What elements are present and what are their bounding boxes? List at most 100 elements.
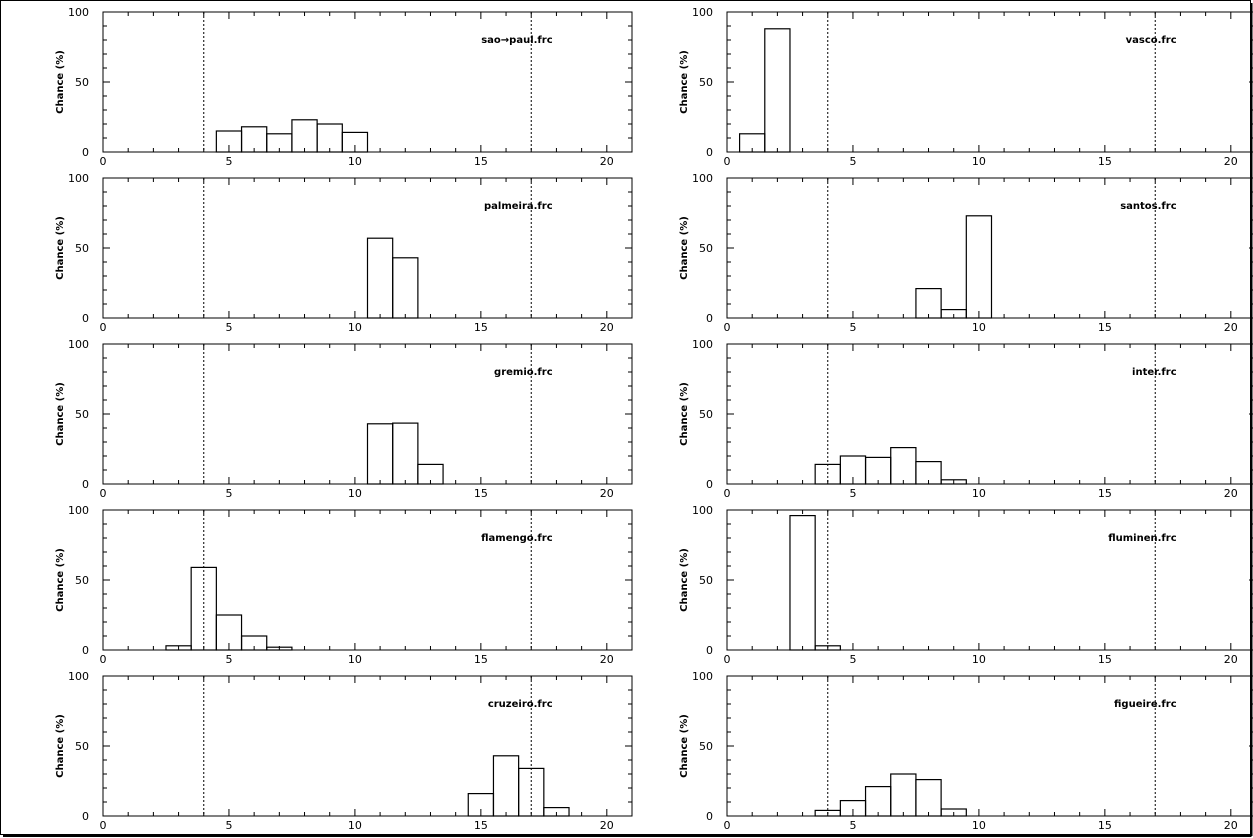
histogram-bar — [940, 808, 967, 817]
y-tick-label: 0 — [706, 312, 713, 325]
y-axis-label: Chance (%) — [55, 714, 66, 778]
y-tick-label: 0 — [706, 644, 713, 657]
panel-title: fluminen.frc — [1108, 533, 1176, 544]
y-tick-label: 100 — [68, 338, 89, 351]
x-tick-label: 20 — [600, 487, 614, 500]
panel-title: santos.frc — [1120, 201, 1177, 212]
y-tick-label: 0 — [82, 146, 89, 159]
x-tick-label: 15 — [1098, 487, 1112, 500]
y-tick-label: 100 — [692, 172, 713, 185]
panel-6: 0 5 10 15 20 0 50 100 Chance (%) flamengo.frc — [55, 504, 633, 666]
histogram-bar — [215, 614, 243, 651]
y-axis-label: Chance (%) — [679, 548, 690, 612]
x-tick-label: 20 — [1224, 653, 1238, 666]
histogram-bar — [543, 806, 570, 817]
x-tick-label: 15 — [474, 487, 488, 500]
y-axis-label: Chance (%) — [679, 216, 690, 280]
histogram-bar — [915, 288, 942, 319]
x-tick-label: 15 — [474, 819, 488, 832]
y-axis-label: Chance (%) — [679, 50, 690, 114]
x-tick-label: 10 — [972, 653, 986, 666]
y-tick-label: 100 — [68, 504, 89, 517]
panel-4: 0 5 10 15 20 0 50 100 Chance (%) gremio.frc — [55, 338, 633, 500]
x-tick-label: 0 — [724, 819, 731, 832]
x-tick-label: 5 — [225, 321, 232, 334]
y-axis-label: Chance (%) — [679, 382, 690, 446]
x-tick-label: 0 — [100, 653, 107, 666]
panel-0: 0 5 10 15 20 0 50 100 Chance (%) sao→paul.frc — [55, 6, 633, 168]
x-tick-label: 10 — [972, 321, 986, 334]
y-tick-label: 50 — [699, 574, 713, 587]
y-tick-label: 0 — [706, 478, 713, 491]
x-tick-label: 20 — [1224, 487, 1238, 500]
x-tick-label: 15 — [1098, 155, 1112, 168]
histogram-bar — [266, 646, 293, 651]
x-tick-label: 20 — [600, 653, 614, 666]
x-tick-label: 15 — [1098, 321, 1112, 334]
y-tick-label: 0 — [706, 146, 713, 159]
x-tick-label: 5 — [225, 653, 232, 666]
x-tick-label: 10 — [972, 819, 986, 832]
y-axis-label: Chance (%) — [55, 548, 66, 612]
x-tick-label: 0 — [724, 155, 731, 168]
histogram-bar — [417, 463, 444, 485]
histogram-bar — [940, 479, 967, 485]
x-tick-label: 0 — [100, 487, 107, 500]
y-tick-label: 100 — [68, 172, 89, 185]
x-tick-label: 5 — [225, 155, 232, 168]
y-tick-label: 100 — [692, 670, 713, 683]
histogram-bar — [915, 461, 942, 485]
histogram-bar — [392, 422, 419, 485]
y-tick-label: 0 — [82, 312, 89, 325]
y-tick-label: 50 — [699, 76, 713, 89]
y-tick-label: 0 — [82, 478, 89, 491]
x-tick-label: 5 — [225, 487, 232, 500]
histogram-bar — [240, 635, 268, 651]
x-tick-label: 10 — [348, 653, 362, 666]
histogram-bar — [764, 28, 791, 153]
y-tick-label: 50 — [75, 242, 89, 255]
x-tick-label: 20 — [600, 321, 614, 334]
panel-9: 0 5 10 15 20 0 50 100 Chance (%) figueire.frc — [679, 670, 1253, 832]
panel-5: 0 5 10 15 20 0 50 100 Chance (%) inter.frc — [679, 338, 1253, 500]
x-tick-label: 15 — [474, 321, 488, 334]
x-tick-label: 5 — [225, 819, 232, 832]
x-tick-label: 0 — [100, 819, 107, 832]
x-tick-label: 5 — [849, 487, 856, 500]
histogram-bar — [965, 215, 993, 319]
panel-title: vasco.frc — [1126, 35, 1177, 46]
x-tick-label: 10 — [348, 487, 362, 500]
x-tick-label: 15 — [1098, 653, 1112, 666]
y-tick-label: 100 — [68, 670, 89, 683]
panel-title: cruzeiro.frc — [488, 699, 553, 710]
x-tick-label: 5 — [849, 155, 856, 168]
y-tick-label: 50 — [699, 408, 713, 421]
y-tick-label: 100 — [692, 6, 713, 19]
x-tick-label: 20 — [1224, 321, 1238, 334]
x-tick-label: 10 — [348, 155, 362, 168]
panel-3: 0 5 10 15 20 0 50 100 Chance (%) santos.frc — [679, 172, 1253, 334]
panel-title: sao→paul.frc — [481, 35, 552, 46]
y-axis-label: Chance (%) — [679, 714, 690, 778]
y-tick-label: 50 — [75, 76, 89, 89]
x-tick-label: 20 — [1224, 819, 1238, 832]
y-tick-label: 0 — [82, 644, 89, 657]
x-tick-label: 10 — [972, 487, 986, 500]
histogram-bar — [518, 767, 545, 817]
y-tick-label: 50 — [75, 740, 89, 753]
x-tick-label: 10 — [348, 321, 362, 334]
x-tick-label: 5 — [849, 321, 856, 334]
x-tick-label: 10 — [972, 155, 986, 168]
x-tick-label: 0 — [724, 321, 731, 334]
x-tick-label: 15 — [474, 155, 488, 168]
y-axis-label: Chance (%) — [55, 382, 66, 446]
panel-7: 0 5 10 15 20 0 50 100 Chance (%) fluminen.frc — [679, 504, 1253, 666]
panel-8: 0 5 10 15 20 0 50 100 Chance (%) cruzeiro.frc — [55, 670, 633, 832]
y-tick-label: 0 — [706, 810, 713, 823]
histogram-bar — [814, 645, 841, 651]
histogram-bar — [392, 257, 419, 319]
y-tick-label: 100 — [68, 6, 89, 19]
histogram-bar — [341, 131, 369, 153]
